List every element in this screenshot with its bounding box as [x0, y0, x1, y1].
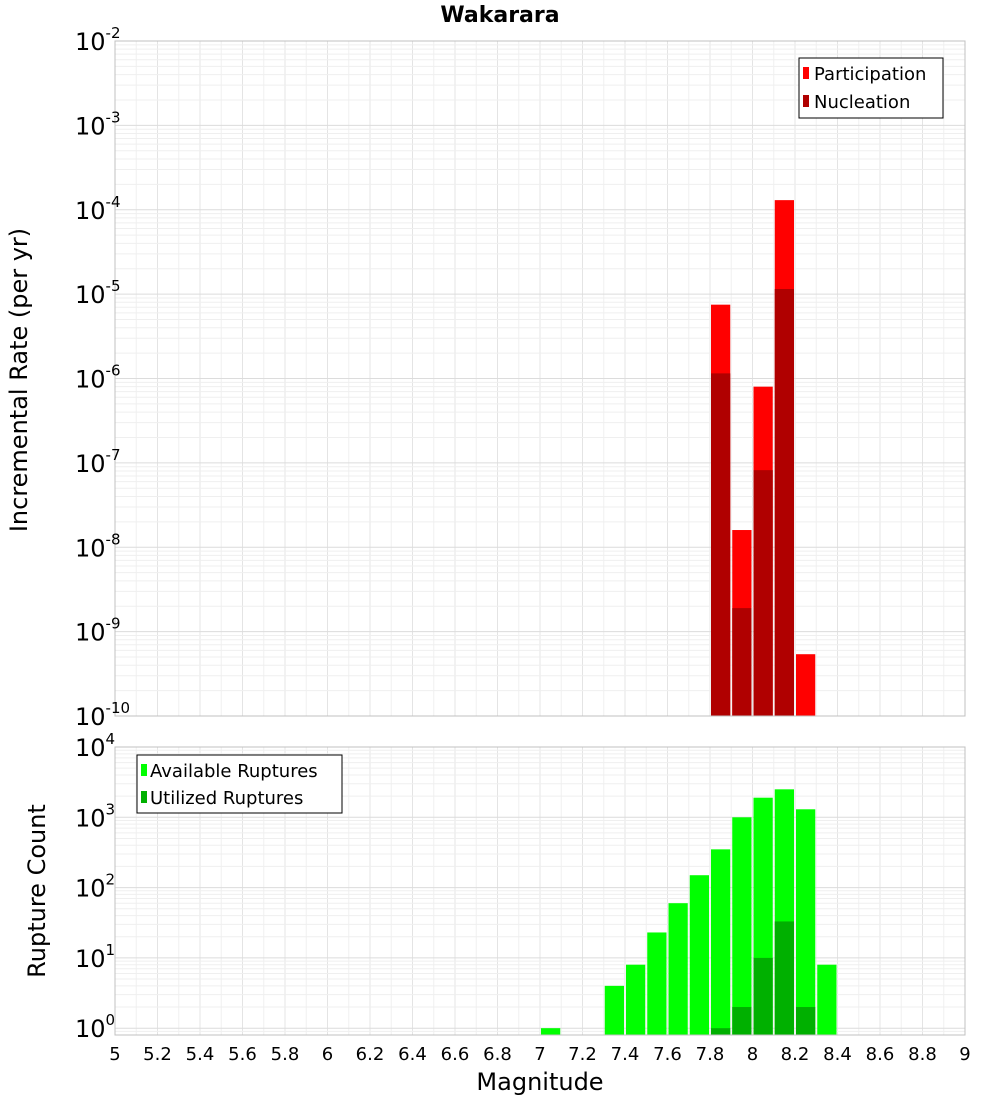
top-y-axis-label: Incremental Rate (per yr) [5, 228, 33, 532]
participation-legend-label: Participation [814, 64, 926, 85]
top-legend: Participation Nucleation [798, 57, 944, 119]
participation-legend-swatch [803, 67, 809, 79]
top-bar-nucleation [774, 289, 794, 716]
top-y-tick-label: 10-8 [75, 530, 121, 562]
chart-title: Wakarara [440, 3, 559, 28]
x-tick-label: 7.2 [568, 1044, 597, 1065]
bottom-y-tick-labels: 100 101 102 103 104 [75, 730, 115, 1043]
available-ruptures-legend-swatch [141, 764, 147, 776]
top-y-tick-label: 10-6 [75, 362, 121, 394]
top-plot-border [114, 40, 966, 717]
bottom-y-axis-label: Rupture Count [23, 804, 51, 978]
x-tick-label: 6.6 [441, 1044, 470, 1065]
x-tick-label: 6.4 [398, 1044, 427, 1065]
bottom-bar-utilized-ruptures [774, 921, 794, 1035]
top-y-tick-label: 10-4 [75, 193, 121, 225]
x-tick-label: 7.6 [653, 1044, 682, 1065]
top-bar-nucleation [753, 470, 773, 716]
top-bar-participation [796, 654, 816, 716]
bottom-y-tick-label: 102 [75, 871, 115, 903]
top-y-tick-label: 10-3 [75, 108, 121, 140]
x-tick-label: 7.4 [611, 1044, 640, 1065]
bottom-bar-available-ruptures [541, 1028, 561, 1035]
bottom-bar-utilized-ruptures [796, 1007, 816, 1035]
x-tick-label: 6 [322, 1044, 333, 1065]
x-tick-labels: 5 5.2 5.4 5.6 5.8 6 6.2 6.4 6.6 6.8 7 7.2 7.4 7.6 7.8 8… [109, 1044, 970, 1065]
bottom-bar-available-ruptures [689, 875, 709, 1035]
bottom-bar-utilized-ruptures [753, 957, 773, 1035]
available-ruptures-legend-label: Available Ruptures [150, 761, 318, 782]
top-legend-box [798, 57, 944, 119]
bottom-bar-utilized-ruptures [732, 1007, 752, 1035]
bottom-bars [541, 789, 837, 1035]
x-tick-label: 8.8 [908, 1044, 937, 1065]
x-tick-label: 5 [109, 1044, 120, 1065]
bottom-bar-available-ruptures [668, 903, 688, 1035]
bottom-y-tick-label: 101 [75, 941, 115, 973]
top-panel: 10-10 10-9 10-8 10-7 10-6 10-5 10-4 10-3 10-2 In… [5, 24, 966, 731]
x-tick-label: 6.2 [356, 1044, 385, 1065]
x-tick-label: 5.8 [271, 1044, 300, 1065]
utilized-ruptures-legend-label: Utilized Ruptures [150, 788, 303, 809]
top-bars [711, 200, 816, 716]
bottom-bar-available-ruptures [817, 964, 837, 1035]
bottom-bar-available-ruptures [732, 817, 752, 1035]
bottom-bar-available-ruptures [604, 985, 624, 1035]
nucleation-legend-swatch [803, 95, 809, 107]
bottom-bar-available-ruptures [711, 849, 731, 1035]
x-tick-label: 8.2 [781, 1044, 810, 1065]
bottom-y-tick-label: 104 [75, 730, 115, 762]
bottom-y-tick-label: 103 [75, 800, 115, 832]
bottom-bar-available-ruptures [626, 964, 646, 1035]
bottom-panel: 100 101 102 103 104 5 5.2 5.4 5.6 5.8 6 6.2 6.4 6.6 6… [23, 730, 971, 1096]
top-bar-nucleation [732, 608, 752, 716]
x-axis-label: Magnitude [476, 1068, 603, 1096]
bottom-legend-box [136, 754, 343, 814]
bottom-bar-available-ruptures [647, 932, 667, 1035]
bottom-legend: Available Ruptures Utilized Ruptures [136, 754, 343, 814]
x-tick-label: 7 [534, 1044, 545, 1065]
x-tick-label: 9 [959, 1044, 970, 1065]
top-y-tick-label: 10-9 [75, 615, 121, 647]
x-tick-label: 5.4 [186, 1044, 215, 1065]
x-tick-label: 5.2 [143, 1044, 172, 1065]
x-tick-label: 7.8 [696, 1044, 725, 1065]
top-bar-nucleation [711, 373, 731, 716]
bottom-plot-border [114, 746, 966, 1036]
bottom-bar-available-ruptures [796, 809, 816, 1035]
bottom-y-tick-label: 100 [75, 1011, 115, 1043]
x-tick-label: 8.4 [823, 1044, 852, 1065]
x-tick-label: 8.6 [866, 1044, 895, 1065]
top-y-tick-label: 10-2 [75, 24, 121, 56]
x-tick-label: 5.6 [228, 1044, 257, 1065]
utilized-ruptures-legend-swatch [141, 791, 147, 803]
x-tick-label: 6.8 [483, 1044, 512, 1065]
top-y-tick-labels: 10-10 10-9 10-8 10-7 10-6 10-5 10-4 10-3 10-2 [75, 24, 130, 731]
x-tick-label: 8 [747, 1044, 758, 1065]
nucleation-legend-label: Nucleation [814, 92, 910, 113]
top-y-tick-label: 10-10 [75, 699, 130, 731]
top-grid [115, 40, 965, 717]
bottom-bar-utilized-ruptures [711, 1028, 731, 1035]
top-y-tick-label: 10-5 [75, 277, 121, 309]
top-y-tick-label: 10-7 [75, 446, 121, 478]
